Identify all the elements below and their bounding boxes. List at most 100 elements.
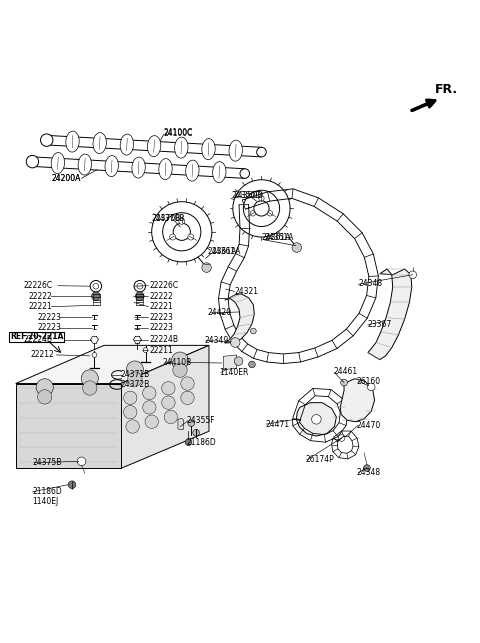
Text: 22226C: 22226C xyxy=(149,281,179,290)
Ellipse shape xyxy=(105,156,119,177)
Text: 22223: 22223 xyxy=(37,323,61,332)
Circle shape xyxy=(188,234,194,240)
Circle shape xyxy=(164,410,178,424)
Polygon shape xyxy=(368,269,412,359)
Circle shape xyxy=(26,156,38,168)
Circle shape xyxy=(312,415,321,424)
Circle shape xyxy=(240,169,250,178)
Text: 22223: 22223 xyxy=(149,312,173,322)
Text: 21186D: 21186D xyxy=(33,487,62,496)
Circle shape xyxy=(152,202,212,262)
Circle shape xyxy=(341,379,348,386)
Circle shape xyxy=(409,271,417,278)
Circle shape xyxy=(193,430,199,436)
Circle shape xyxy=(251,328,256,334)
Circle shape xyxy=(145,415,158,428)
Text: 24321: 24321 xyxy=(234,287,258,296)
Text: 22224B: 22224B xyxy=(24,335,52,344)
Text: 24361A: 24361A xyxy=(207,247,237,256)
Ellipse shape xyxy=(66,131,79,152)
Ellipse shape xyxy=(229,140,242,161)
Circle shape xyxy=(40,134,53,147)
Text: 22224B: 22224B xyxy=(149,335,179,344)
Text: 24361A: 24361A xyxy=(264,233,294,242)
Text: 24471: 24471 xyxy=(265,420,289,429)
Text: 24461: 24461 xyxy=(333,367,357,376)
Text: 24100C: 24100C xyxy=(164,129,193,138)
Circle shape xyxy=(249,361,255,368)
Circle shape xyxy=(202,263,211,273)
Circle shape xyxy=(181,377,194,390)
Text: 22211: 22211 xyxy=(149,346,173,355)
Circle shape xyxy=(254,201,269,216)
Circle shape xyxy=(162,396,175,410)
Circle shape xyxy=(123,391,137,404)
Circle shape xyxy=(36,379,53,396)
Text: 24361A: 24361A xyxy=(211,247,241,256)
Circle shape xyxy=(92,292,100,300)
Text: 24370B: 24370B xyxy=(155,214,184,223)
Text: 24410B: 24410B xyxy=(163,358,192,367)
Text: 22222: 22222 xyxy=(149,292,173,301)
Text: 22221: 22221 xyxy=(149,302,173,311)
Circle shape xyxy=(185,439,192,446)
Text: 24348: 24348 xyxy=(359,279,383,288)
Circle shape xyxy=(128,372,142,386)
Circle shape xyxy=(243,190,280,226)
Circle shape xyxy=(171,352,189,369)
Text: REF.20-221A: REF.20-221A xyxy=(10,332,63,341)
Polygon shape xyxy=(340,379,374,422)
Text: 23367: 23367 xyxy=(368,320,392,329)
Text: 24420: 24420 xyxy=(207,309,232,318)
Circle shape xyxy=(292,243,301,252)
Circle shape xyxy=(81,370,98,387)
Text: 24371B: 24371B xyxy=(120,370,150,379)
Text: 24350D: 24350D xyxy=(234,190,264,199)
Text: 24200A: 24200A xyxy=(51,174,81,183)
Text: 22212: 22212 xyxy=(30,350,54,359)
Polygon shape xyxy=(178,419,184,430)
Circle shape xyxy=(267,211,273,216)
Circle shape xyxy=(143,401,156,414)
Circle shape xyxy=(137,284,143,289)
Circle shape xyxy=(173,223,191,240)
Circle shape xyxy=(68,481,76,489)
Text: 24348: 24348 xyxy=(357,468,381,477)
Ellipse shape xyxy=(132,157,145,178)
Ellipse shape xyxy=(120,134,133,155)
Text: 21186D: 21186D xyxy=(187,438,216,447)
Circle shape xyxy=(163,213,201,251)
Circle shape xyxy=(135,292,144,300)
Circle shape xyxy=(181,391,194,404)
Circle shape xyxy=(230,338,240,347)
Circle shape xyxy=(364,465,370,471)
Text: 24375B: 24375B xyxy=(33,458,62,467)
Polygon shape xyxy=(16,345,209,383)
Text: 22221: 22221 xyxy=(29,302,52,311)
Text: 24350D: 24350D xyxy=(231,190,262,199)
Ellipse shape xyxy=(186,160,199,181)
Circle shape xyxy=(338,435,345,441)
Ellipse shape xyxy=(147,136,161,157)
Circle shape xyxy=(37,390,52,404)
Ellipse shape xyxy=(175,137,188,158)
Circle shape xyxy=(123,406,137,419)
Ellipse shape xyxy=(51,152,65,174)
Text: 24100C: 24100C xyxy=(164,129,193,138)
Polygon shape xyxy=(225,294,254,343)
Text: 22222: 22222 xyxy=(29,292,52,301)
Circle shape xyxy=(93,284,99,289)
Circle shape xyxy=(233,180,290,237)
Circle shape xyxy=(83,381,97,395)
Text: 26160: 26160 xyxy=(357,377,381,386)
Circle shape xyxy=(162,382,175,395)
Circle shape xyxy=(250,211,255,216)
Polygon shape xyxy=(296,403,336,436)
Circle shape xyxy=(90,280,102,292)
Circle shape xyxy=(234,357,243,365)
Circle shape xyxy=(170,234,176,240)
Circle shape xyxy=(126,361,144,378)
Text: 24349: 24349 xyxy=(204,336,228,345)
Circle shape xyxy=(257,147,266,157)
Text: 22223: 22223 xyxy=(149,323,173,332)
